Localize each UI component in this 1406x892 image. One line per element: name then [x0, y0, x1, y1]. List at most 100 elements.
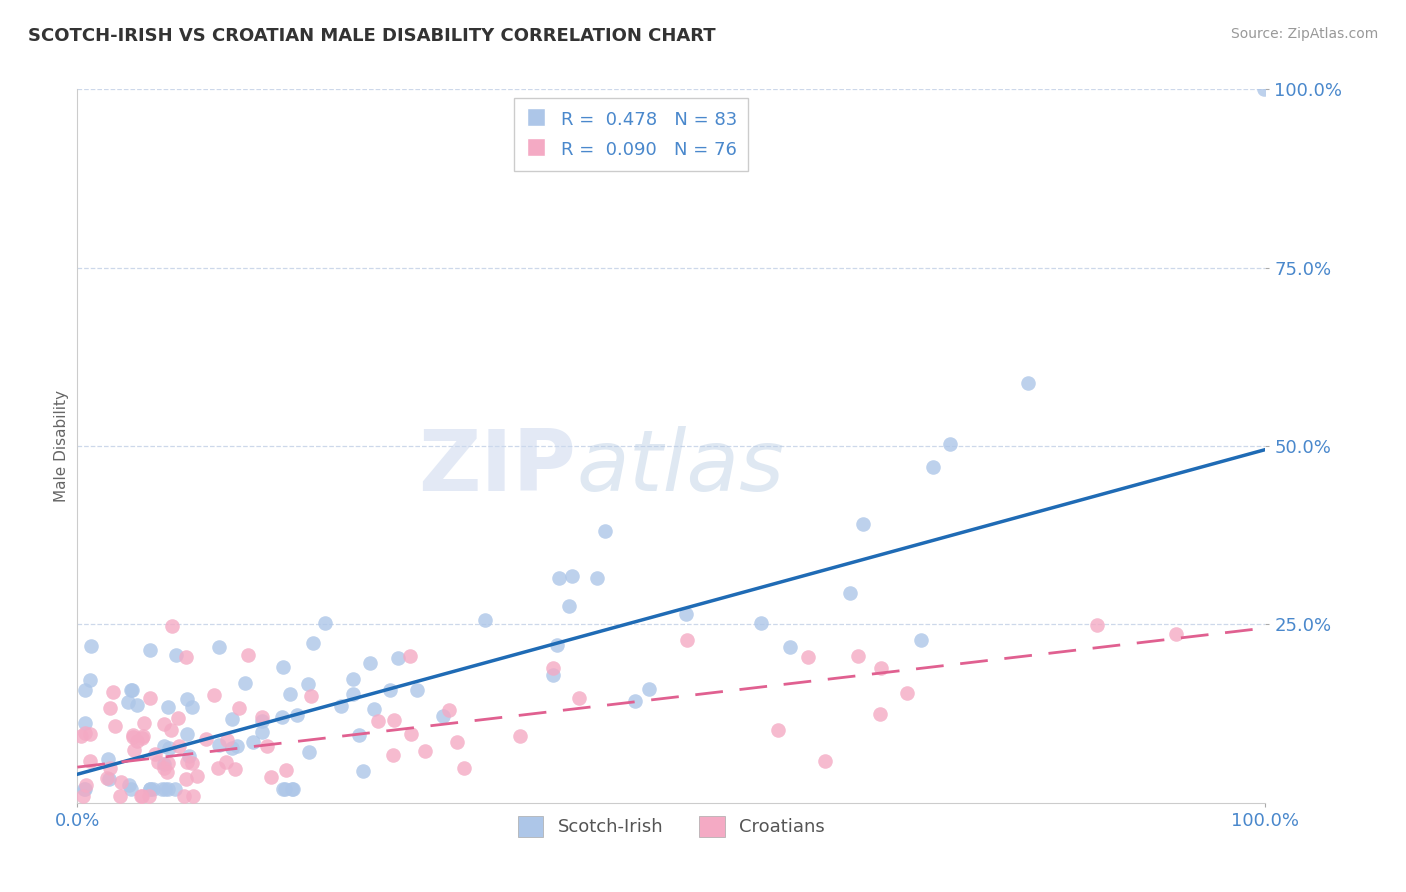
Point: [250, 714, 273, 728]
Point: [399, 727, 422, 741]
Point: [101, 685, 124, 699]
Point: [1253, 82, 1275, 96]
Point: [398, 648, 420, 663]
Point: [207, 761, 229, 775]
Point: [152, 739, 174, 754]
Point: [387, 651, 409, 665]
Point: [271, 709, 294, 723]
Point: [546, 638, 568, 652]
Point: [593, 524, 616, 538]
Point: [72, 781, 94, 796]
Point: [406, 683, 429, 698]
Point: [869, 661, 891, 675]
Point: [138, 691, 160, 706]
Point: [380, 683, 402, 698]
Point: [233, 675, 256, 690]
Point: [75, 716, 97, 731]
Point: [72, 789, 94, 803]
Point: [163, 781, 186, 796]
Point: [150, 781, 173, 796]
Point: [446, 735, 468, 749]
Point: [157, 740, 180, 755]
Point: [176, 727, 198, 741]
Point: [121, 728, 143, 742]
Point: [252, 709, 274, 723]
Point: [256, 739, 278, 753]
Point: [543, 661, 565, 675]
Point: [80, 640, 103, 654]
Point: [75, 683, 97, 698]
Point: [749, 616, 772, 631]
Point: [437, 703, 460, 717]
Point: [281, 781, 304, 796]
Point: [146, 755, 169, 769]
Point: [509, 729, 531, 743]
Point: [224, 762, 246, 776]
Point: [382, 713, 405, 727]
Point: [181, 756, 204, 770]
Point: [75, 778, 97, 792]
Point: [143, 747, 166, 761]
Point: [302, 636, 325, 650]
Point: [297, 677, 319, 691]
Point: [921, 460, 943, 475]
Point: [79, 754, 101, 768]
Point: [97, 772, 120, 786]
Point: [153, 781, 176, 796]
Point: [129, 789, 152, 803]
Point: [75, 726, 97, 740]
Point: [70, 729, 93, 743]
Point: [110, 774, 132, 789]
Point: [367, 714, 389, 728]
Point: [1085, 618, 1108, 632]
Point: [108, 789, 131, 803]
Legend: Scotch-Irish, Croatians: Scotch-Irish, Croatians: [510, 808, 832, 844]
Point: [226, 739, 249, 754]
Point: [453, 761, 475, 775]
Point: [675, 607, 697, 622]
Point: [73, 781, 96, 796]
Point: [474, 613, 496, 627]
Point: [139, 781, 162, 796]
Point: [561, 569, 583, 583]
Point: [271, 660, 294, 674]
Text: atlas: atlas: [576, 425, 785, 509]
Point: [96, 771, 118, 785]
Point: [236, 648, 259, 662]
Point: [382, 748, 405, 763]
Point: [122, 743, 145, 757]
Point: [228, 701, 250, 715]
Point: [97, 752, 120, 766]
Point: [342, 672, 364, 686]
Point: [271, 781, 294, 796]
Point: [181, 789, 204, 803]
Point: [260, 770, 283, 784]
Point: [214, 755, 236, 769]
Point: [586, 571, 609, 585]
Point: [176, 692, 198, 706]
Point: [152, 717, 174, 731]
Point: [166, 711, 188, 725]
Point: [157, 700, 180, 714]
Point: [153, 757, 176, 772]
Point: [122, 730, 145, 744]
Point: [176, 755, 198, 769]
Point: [138, 643, 160, 657]
Point: [1017, 376, 1039, 391]
Point: [939, 437, 962, 451]
Point: [548, 571, 571, 585]
Point: [638, 681, 661, 696]
Point: [208, 640, 231, 654]
Text: Source: ZipAtlas.com: Source: ZipAtlas.com: [1230, 27, 1378, 41]
Point: [132, 729, 155, 743]
Point: [768, 723, 790, 737]
Point: [79, 673, 101, 687]
Point: [910, 632, 932, 647]
Point: [814, 755, 837, 769]
Point: [173, 789, 195, 803]
Point: [157, 781, 180, 796]
Point: [838, 586, 860, 600]
Point: [432, 709, 454, 723]
Point: [299, 689, 322, 703]
Point: [314, 615, 336, 630]
